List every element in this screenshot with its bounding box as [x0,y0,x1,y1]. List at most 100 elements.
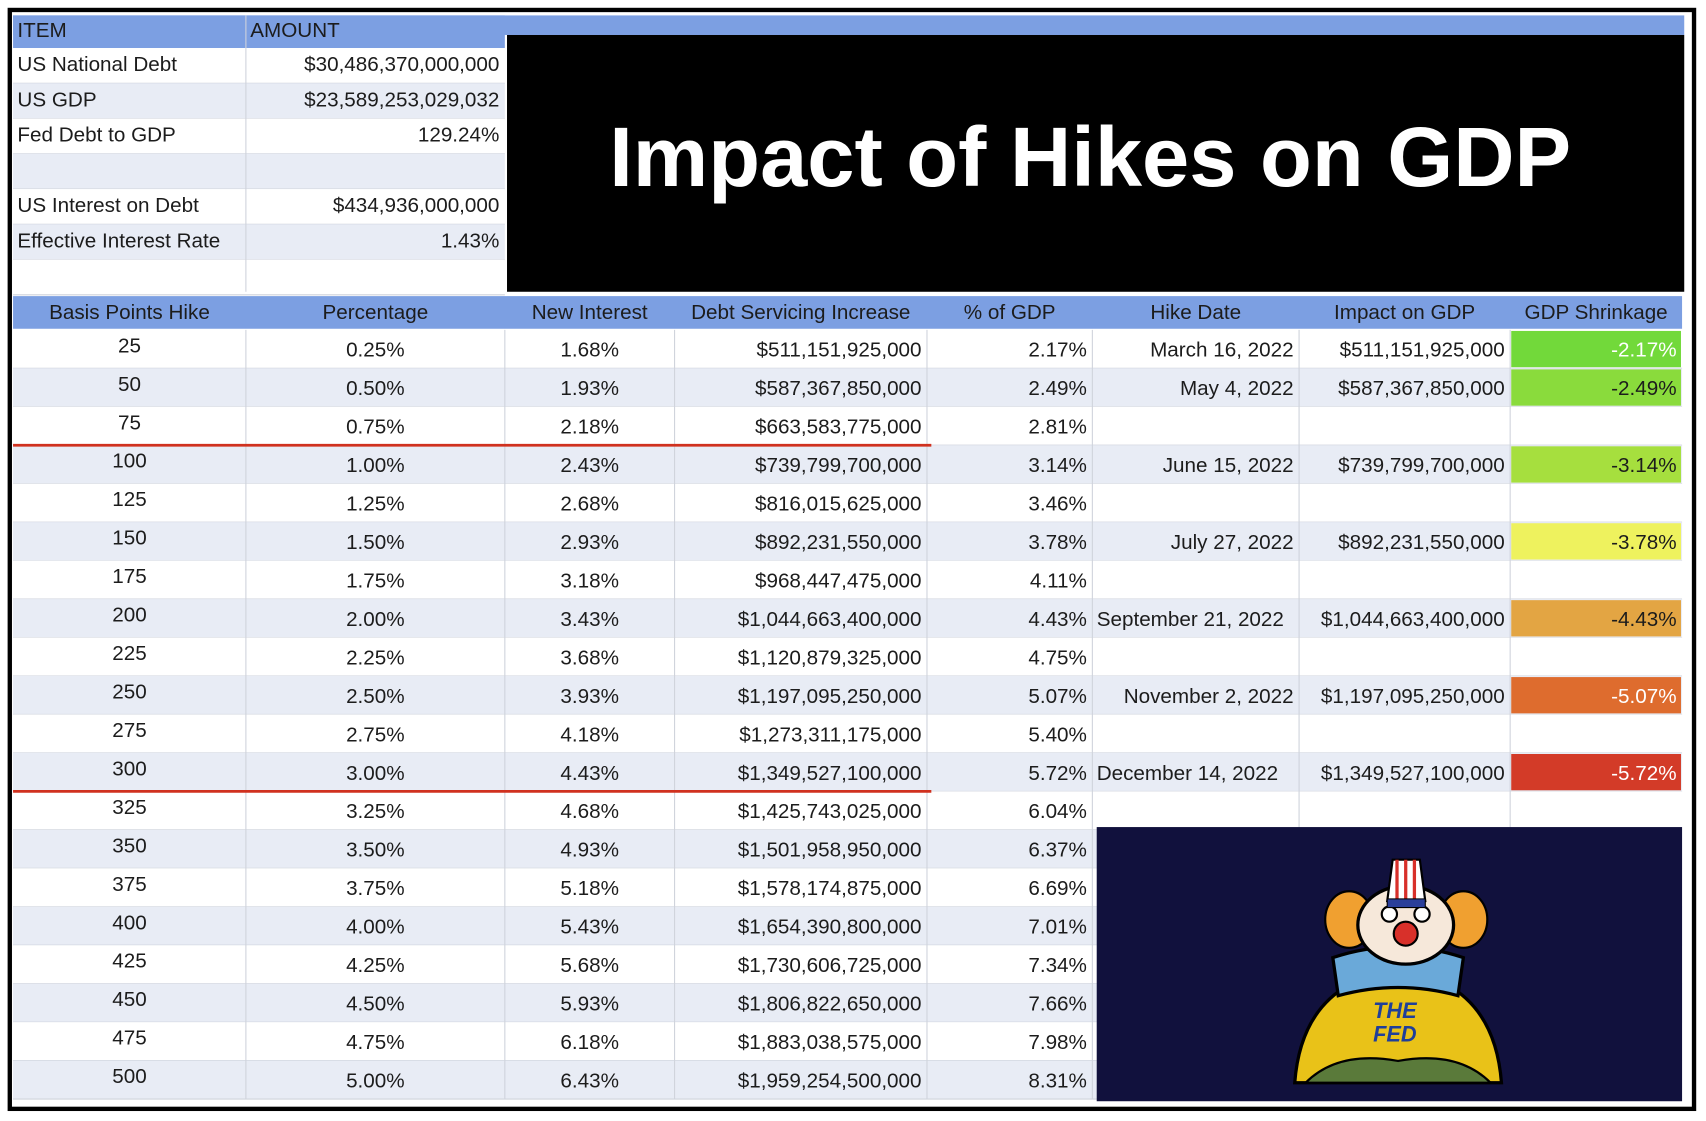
summary-label: US Interest on Debt [17,194,199,217]
cell: $1,349,527,100,000 [738,762,922,785]
row-bg [13,791,1683,830]
row-bg [13,637,1683,676]
cell: 1.75% [346,569,405,592]
column-header: Impact on GDP [1334,301,1475,324]
cell: 3.93% [560,685,619,708]
cell: 225 [112,642,146,665]
cell: 6.69% [1028,877,1087,900]
cell: 6.37% [1028,839,1087,862]
cell: $739,799,700,000 [1338,454,1505,477]
summary-label: Effective Interest Rate [17,229,220,252]
cell: 4.11% [1030,569,1087,592]
cell: 2.75% [346,723,405,746]
cell: November 2, 2022 [1124,685,1294,708]
cell: 400 [112,911,146,934]
cell: 8.31% [1028,1069,1087,1092]
cell: 2.50% [346,685,405,708]
frame [7,7,1697,1112]
cell: 75 [118,411,141,434]
cell: $587,367,850,000 [755,377,922,400]
row-bg [13,522,1683,561]
cell: $1,120,879,325,000 [738,646,922,669]
cell: -4.43% [1611,608,1676,631]
column-header: New Interest [532,301,648,324]
cell: 3.75% [346,877,405,900]
clown-image [1292,858,1504,1085]
cell: 3.14% [1028,454,1087,477]
row-bg [13,445,1683,484]
cell: May 4, 2022 [1180,377,1294,400]
cell: 3.78% [1028,531,1087,554]
cell: 425 [112,950,146,973]
cell: 4.68% [560,800,619,823]
cell: 4.75% [1028,646,1087,669]
cell: 3.50% [346,839,405,862]
cell: 0.25% [346,339,405,362]
cell: 500 [112,1065,146,1088]
cell: -3.78% [1611,531,1676,554]
cell: -5.72% [1611,762,1676,785]
cell: March 16, 2022 [1150,339,1294,362]
cell: 275 [112,719,146,742]
cell: 450 [112,988,146,1011]
row-bg [13,368,1683,407]
column-header: Basis Points Hike [49,301,210,324]
cell: 3.43% [560,608,619,631]
summary-value: 1.43% [441,229,500,252]
cell: June 15, 2022 [1163,454,1294,477]
cell: 375 [112,873,146,896]
cell: 3.46% [1028,493,1087,516]
summary-header-cell: ITEM [17,19,66,42]
cell: 125 [112,488,146,511]
column-header: Hike Date [1150,301,1241,324]
cell: -2.17% [1611,339,1676,362]
summary-row-bg [13,259,505,295]
cell: 5.40% [1028,723,1087,746]
summary-row-bg [13,48,505,84]
cell: $511,151,925,000 [1340,339,1505,362]
column-header: Percentage [323,301,429,324]
summary-row-bg [13,153,505,190]
cell: 4.25% [346,954,405,977]
cell: 325 [112,796,146,819]
row-bg [13,675,1683,715]
summary-value: $434,936,000,000 [333,194,500,217]
cell: 2.93% [560,531,619,554]
summary-label: US GDP [17,88,96,111]
cell: 3.00% [346,762,405,785]
shrinkage-cell [1511,369,1681,406]
cell: $1,349,527,100,000 [1321,762,1505,785]
row-bg [13,483,1683,523]
cell: -5.07% [1611,685,1676,708]
cell: 4.50% [346,993,405,1016]
summary-row-bg [13,83,505,119]
cell: $968,447,475,000 [755,569,922,592]
cell: 475 [112,1027,146,1050]
summary-label: US National Debt [17,53,177,76]
cell: 1.68% [560,339,619,362]
cell: 150 [112,527,146,550]
column-header: GDP Shrinkage [1525,301,1668,324]
cell: $1,197,095,250,000 [738,685,922,708]
cell: 6.43% [560,1069,619,1092]
cell: 2.68% [560,493,619,516]
cell: December 14, 2022 [1097,762,1278,785]
cell: 4.18% [560,723,619,746]
cell: 5.68% [560,954,619,977]
cell: 0.75% [346,416,405,439]
cell: $1,425,743,025,000 [738,800,922,823]
shrinkage-cell [1511,523,1681,560]
cell: 5.93% [560,993,619,1016]
cell: 2.17% [1028,339,1087,362]
shrinkage-cell [1511,446,1681,483]
cell: $1,044,663,400,000 [1321,608,1505,631]
cell: $1,654,390,800,000 [738,916,922,939]
cell: 200 [112,604,146,627]
title-box [507,34,1685,292]
cell: 100 [112,450,146,473]
cell: $1,197,095,250,000 [1321,685,1505,708]
cell: July 27, 2022 [1171,531,1294,554]
title: Impact of Hikes on GDP [609,109,1571,204]
